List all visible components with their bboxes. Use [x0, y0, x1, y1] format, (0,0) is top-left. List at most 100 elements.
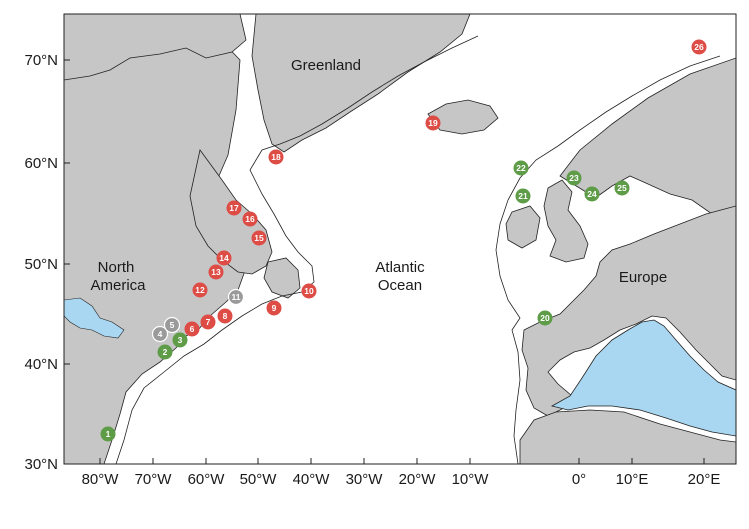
site-marker-6: 6: [184, 321, 200, 337]
site-marker-number: 7: [206, 317, 211, 327]
y-axis-ticks: 70°N 60°N 50°N 40°N 30°N: [24, 52, 70, 473]
y-tick-label: 50°N: [24, 256, 58, 273]
greenland-landmass: [251, 14, 471, 153]
label-europe: Europe: [619, 269, 667, 286]
site-marker-dot: [691, 39, 707, 55]
iceland-island: [427, 99, 499, 135]
scandinavia-landmass: [559, 57, 736, 221]
site-marker-16: 16: [242, 211, 258, 227]
site-marker-dot: [192, 282, 208, 298]
site-marker-1: 1: [100, 426, 116, 442]
site-marker-15: 15: [251, 230, 267, 246]
site-marker-24: 24: [584, 186, 600, 202]
site-marker-dot: [566, 170, 582, 186]
site-marker-4: 4: [151, 325, 169, 343]
site-marker-11: 11: [227, 288, 245, 306]
x-tick-label: 10°W: [452, 471, 490, 488]
site-marker-number: 22: [516, 163, 526, 173]
site-marker-20: 20: [537, 310, 553, 326]
label-greenland: Greenland: [291, 57, 361, 74]
great-lakes: [64, 297, 125, 339]
ireland-island: [505, 205, 541, 249]
site-marker-number: 16: [245, 214, 255, 224]
x-tick-label: 30°W: [346, 471, 384, 488]
arctic-islands: [64, 14, 247, 81]
x-tick-label: 10°E: [616, 471, 649, 488]
site-marker-13: 13: [208, 264, 224, 280]
site-marker-number: 8: [223, 311, 228, 321]
site-marker-dot: [100, 426, 116, 442]
site-marker-dot: [425, 115, 441, 131]
site-marker-2: 2: [157, 344, 173, 360]
site-marker-number: 21: [518, 191, 528, 201]
site-marker-number: 26: [694, 42, 704, 52]
site-marker-25: 25: [614, 180, 630, 196]
site-marker-22: 22: [513, 160, 529, 176]
site-marker-number: 9: [272, 303, 277, 313]
site-marker-23: 23: [566, 170, 582, 186]
label-atlantic-line1: Atlantic: [375, 259, 425, 276]
site-marker-3: 3: [172, 332, 188, 348]
site-marker-dot: [515, 188, 531, 204]
site-marker-26: 26: [691, 39, 707, 55]
x-tick-label: 70°W: [135, 471, 173, 488]
site-marker-number: 6: [190, 324, 195, 334]
site-marker-dot: [226, 200, 242, 216]
site-marker-14: 14: [216, 250, 232, 266]
site-marker-number: 25: [617, 183, 627, 193]
x-tick-label: 40°W: [293, 471, 331, 488]
site-marker-dot: [184, 321, 200, 337]
site-marker-number: 19: [428, 118, 438, 128]
site-marker-21: 21: [515, 188, 531, 204]
great-britain-island: [543, 179, 589, 263]
site-marker-dot: [513, 160, 529, 176]
y-tick-label: 30°N: [24, 456, 58, 473]
site-marker-number: 2: [163, 347, 168, 357]
site-marker-number: 12: [195, 285, 205, 295]
map-frame: [63, 13, 737, 465]
site-marker-dot: [227, 288, 245, 306]
site-marker-dot: [200, 314, 216, 330]
site-marker-number: 5: [170, 320, 175, 330]
shelf-contour-west: [115, 35, 479, 464]
mediterranean-sea: [550, 319, 736, 437]
label-north-america-line2: America: [90, 277, 146, 294]
shelf-contour-east: [495, 55, 721, 464]
site-marker-dot: [172, 332, 188, 348]
site-marker-9: 9: [266, 300, 282, 316]
site-marker-18: 18: [268, 149, 284, 165]
site-marker-dot: [266, 300, 282, 316]
site-marker-dot: [216, 250, 232, 266]
site-marker-dot: [268, 149, 284, 165]
site-marker-dot: [208, 264, 224, 280]
y-tick-label: 70°N: [24, 52, 58, 69]
site-marker-dot: [614, 180, 630, 196]
site-marker-number: 14: [219, 253, 229, 263]
site-marker-number: 13: [211, 267, 221, 277]
site-marker-dot: [301, 283, 317, 299]
y-tick-label: 60°N: [24, 155, 58, 172]
label-north-america-line1: North: [98, 259, 135, 276]
x-tick-label: 50°W: [240, 471, 278, 488]
site-marker-number: 15: [254, 233, 264, 243]
label-atlantic-line2: Ocean: [378, 277, 422, 294]
site-marker-number: 20: [540, 313, 550, 323]
site-marker-7: 7: [200, 314, 216, 330]
site-marker-19: 19: [425, 115, 441, 131]
site-marker-dot: [242, 211, 258, 227]
site-marker-number: 1: [106, 429, 111, 439]
site-marker-dot: [584, 186, 600, 202]
site-marker-number: 11: [232, 292, 241, 302]
site-marker-17: 17: [226, 200, 242, 216]
site-marker-5: 5: [163, 316, 181, 334]
site-marker-number: 24: [587, 189, 597, 199]
site-marker-dot: [163, 316, 181, 334]
site-marker-dot: [537, 310, 553, 326]
site-marker-dot: [151, 325, 169, 343]
x-tick-label: 80°W: [82, 471, 120, 488]
site-marker-number: 10: [304, 286, 314, 296]
x-tick-label: 20°W: [399, 471, 437, 488]
